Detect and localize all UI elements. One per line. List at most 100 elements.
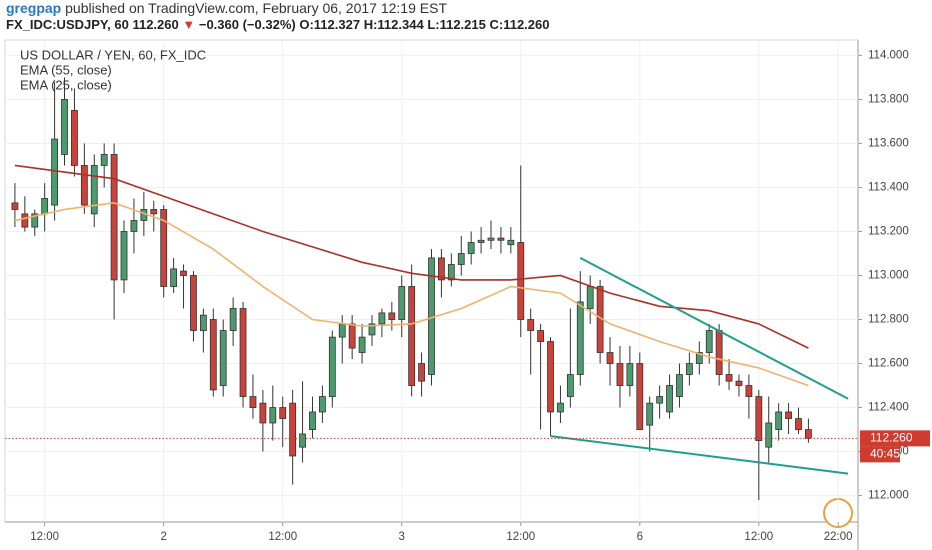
- candle-body: [626, 363, 634, 386]
- trendline: [579, 257, 849, 400]
- candle-body: [338, 323, 346, 338]
- y-tick-label: 112.800: [868, 314, 909, 326]
- candle-body: [199, 314, 207, 331]
- author[interactable]: gregpap: [6, 0, 62, 16]
- candle-body: [576, 301, 584, 375]
- candle-body: [209, 319, 217, 391]
- x-tick-label: 22:00: [824, 531, 853, 543]
- candle-body: [100, 154, 108, 166]
- x-tick-label: 12:00: [506, 531, 535, 543]
- candle-body: [279, 407, 287, 419]
- candle-body: [656, 396, 664, 404]
- candle-body: [368, 323, 376, 336]
- candle-body: [695, 352, 703, 364]
- candle-body: [120, 231, 128, 281]
- candle-body: [527, 319, 535, 331]
- candle-body: [705, 330, 713, 353]
- candle-body: [537, 330, 545, 342]
- candle-body: [765, 422, 773, 448]
- candle-body: [566, 374, 574, 397]
- ema-line: [14, 202, 809, 387]
- candle-body: [616, 363, 624, 386]
- candle-body: [646, 402, 654, 426]
- x-tick-label: 2: [160, 531, 166, 543]
- published: published on TradingView.com, February 0…: [65, 0, 447, 16]
- candle-body: [785, 411, 792, 419]
- candle-body: [299, 433, 306, 448]
- candle-body: [318, 396, 326, 413]
- y-tick-label: 112.400: [868, 402, 909, 414]
- candle-body: [467, 242, 475, 254]
- candle-body: [269, 407, 277, 424]
- candle-body: [755, 396, 763, 441]
- candle-body: [557, 402, 564, 413]
- candle-body: [676, 374, 683, 397]
- candle-body: [438, 257, 445, 281]
- symbol: FX_IDC:USDJPY, 60: [6, 17, 129, 32]
- candle-body: [71, 110, 78, 166]
- candle-body: [735, 380, 743, 386]
- close: C:112.260: [489, 17, 550, 32]
- candle-body: [715, 330, 723, 375]
- candle-body: [745, 385, 753, 397]
- candle-body: [328, 336, 336, 397]
- candle-body: [447, 264, 455, 281]
- open: O:112.327: [299, 17, 361, 32]
- last: 112.260: [132, 17, 179, 32]
- candle-body: [547, 341, 554, 413]
- candle-body: [51, 138, 58, 206]
- candle-body: [636, 363, 644, 430]
- candle-body: [110, 154, 118, 281]
- candle-body: [21, 213, 29, 228]
- change: −0.360 (−0.32%): [198, 17, 296, 32]
- candle-body: [160, 209, 168, 287]
- candle-body: [685, 363, 693, 375]
- x-tick-label: 6: [637, 531, 643, 543]
- x-tick-label: 12:00: [30, 531, 59, 543]
- y-tick-label: 112.000: [868, 490, 909, 502]
- last-price-label: 112.260: [870, 431, 913, 445]
- candle-body: [150, 209, 158, 215]
- candle-body: [358, 336, 366, 353]
- legend-entry: EMA (55, close): [20, 62, 112, 77]
- y-tick-label: 112.600: [868, 358, 909, 370]
- candle-body: [408, 286, 416, 386]
- candle-body: [170, 268, 178, 287]
- candle-body: [348, 323, 356, 349]
- candle-body: [457, 253, 465, 265]
- x-tick-label: 12:00: [268, 531, 297, 543]
- candle-body: [805, 429, 812, 439]
- chart-title: US DOLLAR / YEN, 60, FX_IDC: [20, 47, 206, 62]
- candle-body: [229, 308, 237, 331]
- trendline: [550, 435, 849, 475]
- y-tick-label: 113.200: [868, 226, 909, 238]
- candle-body: [80, 165, 88, 206]
- candle-body: [388, 312, 396, 320]
- candle-body: [775, 411, 783, 430]
- candle-body: [795, 418, 802, 430]
- candle-body: [190, 275, 197, 331]
- candle-body: [586, 286, 594, 309]
- candle-body: [31, 213, 39, 228]
- legend-entry: EMA (25, close): [20, 77, 112, 92]
- symbol-bar: FX_IDC:USDJPY, 60 112.260 ▼ −0.360 (−0.3…: [6, 17, 549, 32]
- y-tick-label: 113.400: [868, 181, 909, 193]
- candle-body: [219, 330, 227, 386]
- countdown-box: [860, 446, 900, 463]
- candle-body: [497, 237, 505, 241]
- candle-body: [249, 396, 257, 408]
- candle-body: [11, 202, 19, 210]
- candle-body: [507, 239, 515, 246]
- candle-body: [487, 237, 495, 241]
- candle-body: [61, 99, 68, 155]
- header: gregpap published on TradingView.com, Fe…: [6, 0, 447, 17]
- countdown: 40:45: [870, 447, 900, 461]
- candle-body: [130, 220, 138, 232]
- change-arrow: ▼: [182, 17, 196, 32]
- last-price-box: [860, 430, 930, 447]
- y-tick-label: 113.600: [868, 137, 909, 149]
- candle-body: [666, 385, 673, 413]
- candle-body: [398, 286, 406, 320]
